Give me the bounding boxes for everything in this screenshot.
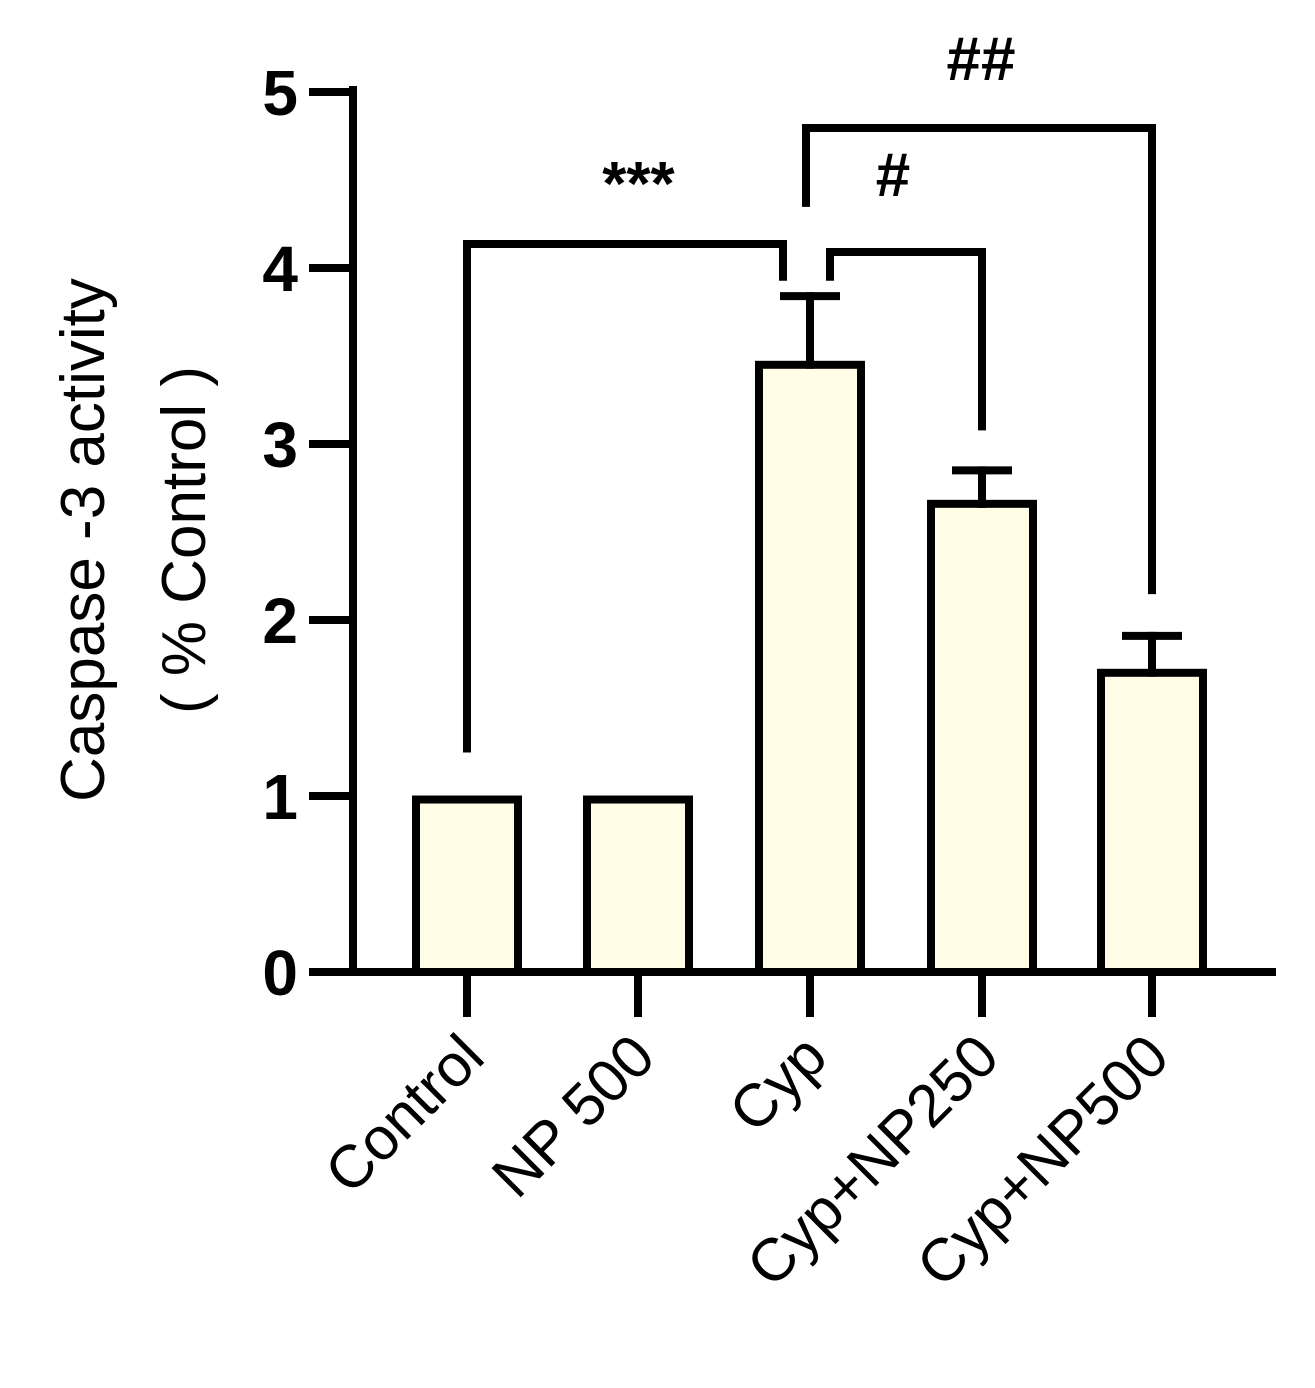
bracket-cyp-vs-cyp-np250: [826, 248, 986, 431]
significance-label: ***: [602, 150, 675, 219]
x-tick-label: Cyp: [716, 1022, 839, 1145]
error-bars: [780, 292, 1182, 677]
significance-label: #: [876, 141, 910, 210]
y-axis-label-unit: ( % Control ): [150, 366, 219, 714]
y-tick-label: 4: [262, 233, 298, 305]
y-tick-label: 5: [262, 57, 298, 129]
bar: [927, 499, 1037, 976]
significance-label: ##: [947, 25, 1016, 94]
x-tick-label: Control: [312, 1022, 496, 1206]
significance-brackets: [463, 124, 1156, 753]
y-tick-label: 0: [262, 937, 298, 1009]
y-tick-label: 3: [262, 409, 298, 481]
bracket-cyp-vs-cyp-np500: [802, 124, 1156, 595]
y-axis-label: Caspase -3 activity: [49, 278, 118, 802]
bracket-control-vs-cyp: [463, 240, 787, 753]
bar: [412, 795, 522, 977]
bar: [1097, 668, 1207, 976]
y-tick-label: 1: [262, 761, 298, 833]
bar: [755, 360, 865, 976]
bar: [583, 795, 693, 977]
x-tick-label: NP 500: [479, 1022, 667, 1210]
y-tick-label: 2: [262, 585, 298, 657]
bars: [412, 360, 1207, 977]
